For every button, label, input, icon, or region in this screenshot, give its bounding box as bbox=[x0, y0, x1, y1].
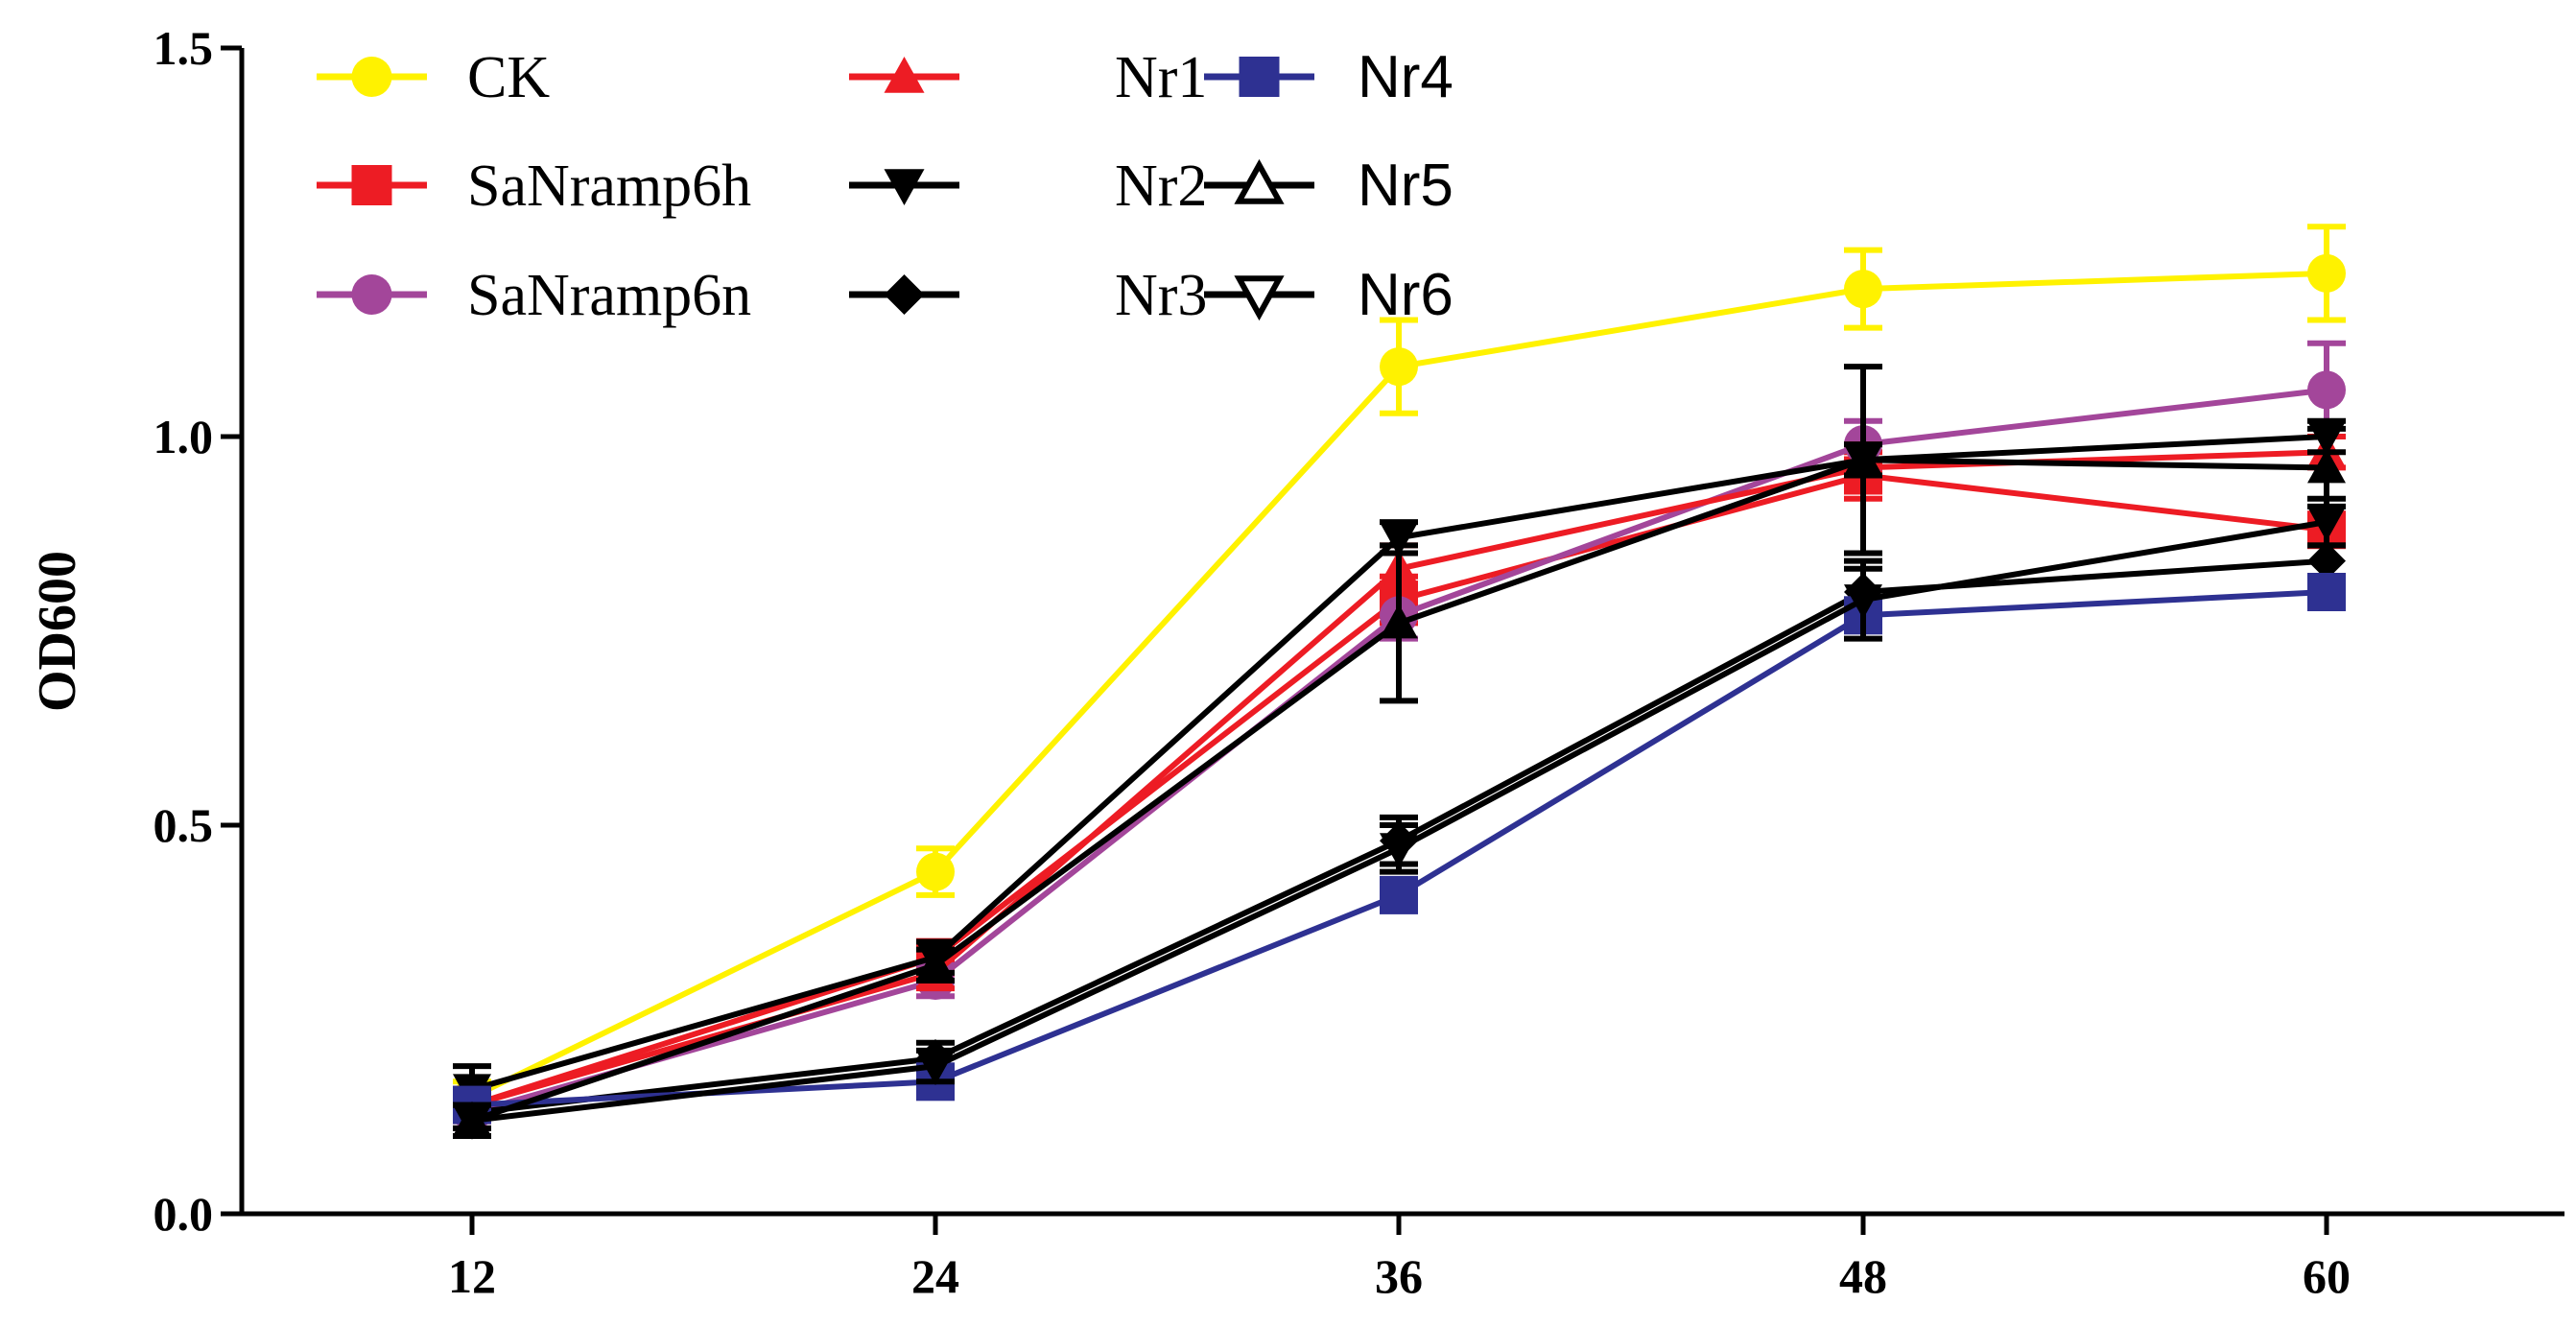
legend-label: CK bbox=[467, 45, 550, 110]
data-point bbox=[2307, 370, 2346, 410]
legend-marker bbox=[351, 165, 392, 205]
axes bbox=[239, 48, 2564, 1217]
x-tick-label: 12 bbox=[448, 1249, 496, 1303]
y-axis-title: OD600 bbox=[28, 551, 87, 712]
legend-item-sanramp6h: SaNramp6h bbox=[317, 154, 751, 219]
legend-item-nr4: Nr4 bbox=[1204, 44, 1453, 110]
data-point bbox=[2307, 573, 2346, 611]
series-nr2 bbox=[453, 417, 2346, 1116]
x-tick-label: 36 bbox=[1375, 1249, 1423, 1303]
data-point bbox=[1844, 270, 1882, 309]
legend-marker bbox=[1234, 158, 1285, 204]
data-point bbox=[2307, 253, 2346, 293]
legend: CK SaNramp6h SaNramp6n Nr1 Nr2 Nr3 Nr4 Nr5 Nr6 bbox=[317, 44, 1453, 328]
y-tick-label: 0.5 bbox=[154, 798, 214, 852]
series-nr5 bbox=[453, 364, 2346, 1139]
legend-label: Nr2 bbox=[1115, 154, 1207, 219]
legend-marker bbox=[1234, 275, 1285, 321]
legend-label: SaNramp6h bbox=[467, 154, 751, 219]
data-point bbox=[916, 1051, 955, 1086]
legend-item-ck: CK bbox=[317, 45, 550, 110]
data-point bbox=[1380, 604, 1418, 639]
y-tick-label: 1.5 bbox=[154, 21, 214, 75]
legend-label: Nr3 bbox=[1115, 263, 1207, 328]
legend-item-nr5: Nr5 bbox=[1204, 153, 1453, 219]
legend-marker bbox=[884, 169, 925, 205]
x-tick-label: 24 bbox=[911, 1249, 959, 1303]
y-ticks: 0.0 0.5 1.0 1.5 bbox=[154, 21, 242, 1241]
y-tick-label: 0.0 bbox=[154, 1187, 214, 1241]
legend-item-nr6: Nr6 bbox=[1204, 262, 1453, 328]
legend-label: Nr1 bbox=[1115, 45, 1207, 110]
legend-label: Nr4 bbox=[1358, 44, 1453, 110]
x-ticks: 12 24 36 48 60 bbox=[448, 1214, 2351, 1303]
data-point bbox=[1380, 347, 1418, 387]
data-point bbox=[1844, 584, 1882, 620]
legend-item-nr1: Nr1 bbox=[849, 45, 1207, 110]
x-tick-label: 60 bbox=[2303, 1249, 2351, 1303]
data-point bbox=[1380, 875, 1418, 914]
legend-label: SaNramp6n bbox=[467, 263, 751, 328]
data-point bbox=[916, 852, 955, 891]
data-point bbox=[1844, 440, 1882, 476]
x-tick-label: 48 bbox=[1839, 1249, 1887, 1303]
series-nr6 bbox=[453, 495, 2346, 1140]
legend-item-nr2: Nr2 bbox=[849, 154, 1207, 219]
data-point bbox=[453, 1104, 491, 1140]
data-point bbox=[2307, 448, 2346, 484]
legend-label: Nr6 bbox=[1358, 262, 1453, 328]
data-point bbox=[1380, 522, 1418, 557]
y-tick-label: 1.0 bbox=[154, 410, 214, 463]
legend-marker bbox=[1239, 57, 1280, 97]
legend-marker bbox=[884, 274, 925, 315]
legend-item-sanramp6n: SaNramp6n bbox=[317, 263, 751, 328]
data-point bbox=[2307, 541, 2346, 581]
legend-item-nr3: Nr3 bbox=[849, 263, 1207, 328]
data-point bbox=[2307, 507, 2346, 542]
data-point bbox=[1380, 833, 1418, 868]
series-layer bbox=[453, 224, 2346, 1140]
legend-marker bbox=[351, 274, 392, 315]
legend-marker bbox=[351, 57, 392, 97]
data-point bbox=[916, 945, 955, 981]
legend-label: Nr5 bbox=[1358, 153, 1453, 219]
legend-marker bbox=[884, 57, 925, 93]
